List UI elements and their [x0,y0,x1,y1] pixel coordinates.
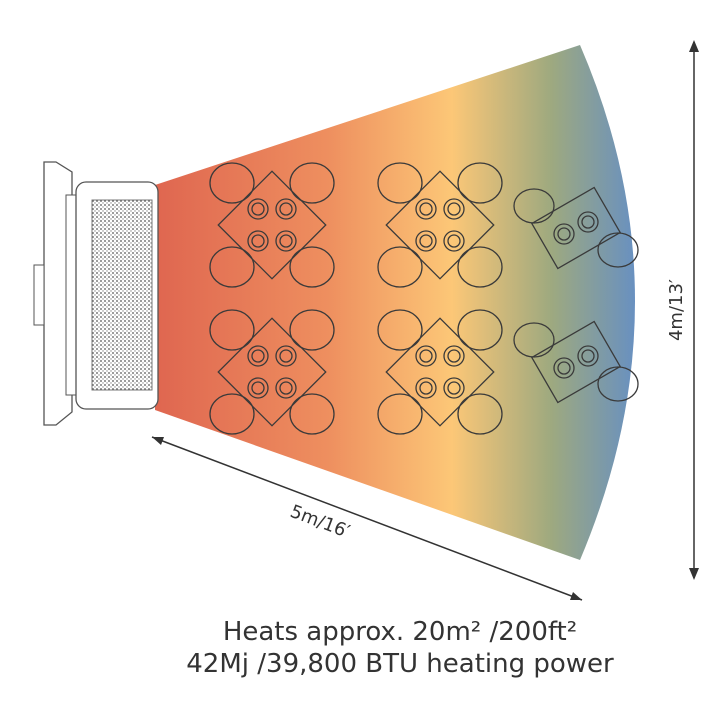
depth-label: 4m/13′ [666,279,687,341]
caption-line: 42Mj /39,800 BTU heating power [186,649,614,679]
depth-arrow [689,40,699,580]
caption-line: Heats approx. 20m² /200ft² [223,617,577,647]
width-label: 5m/16′ [287,501,352,543]
heat-zone [155,45,635,560]
heater [33,161,159,426]
width-arrow [151,436,583,601]
